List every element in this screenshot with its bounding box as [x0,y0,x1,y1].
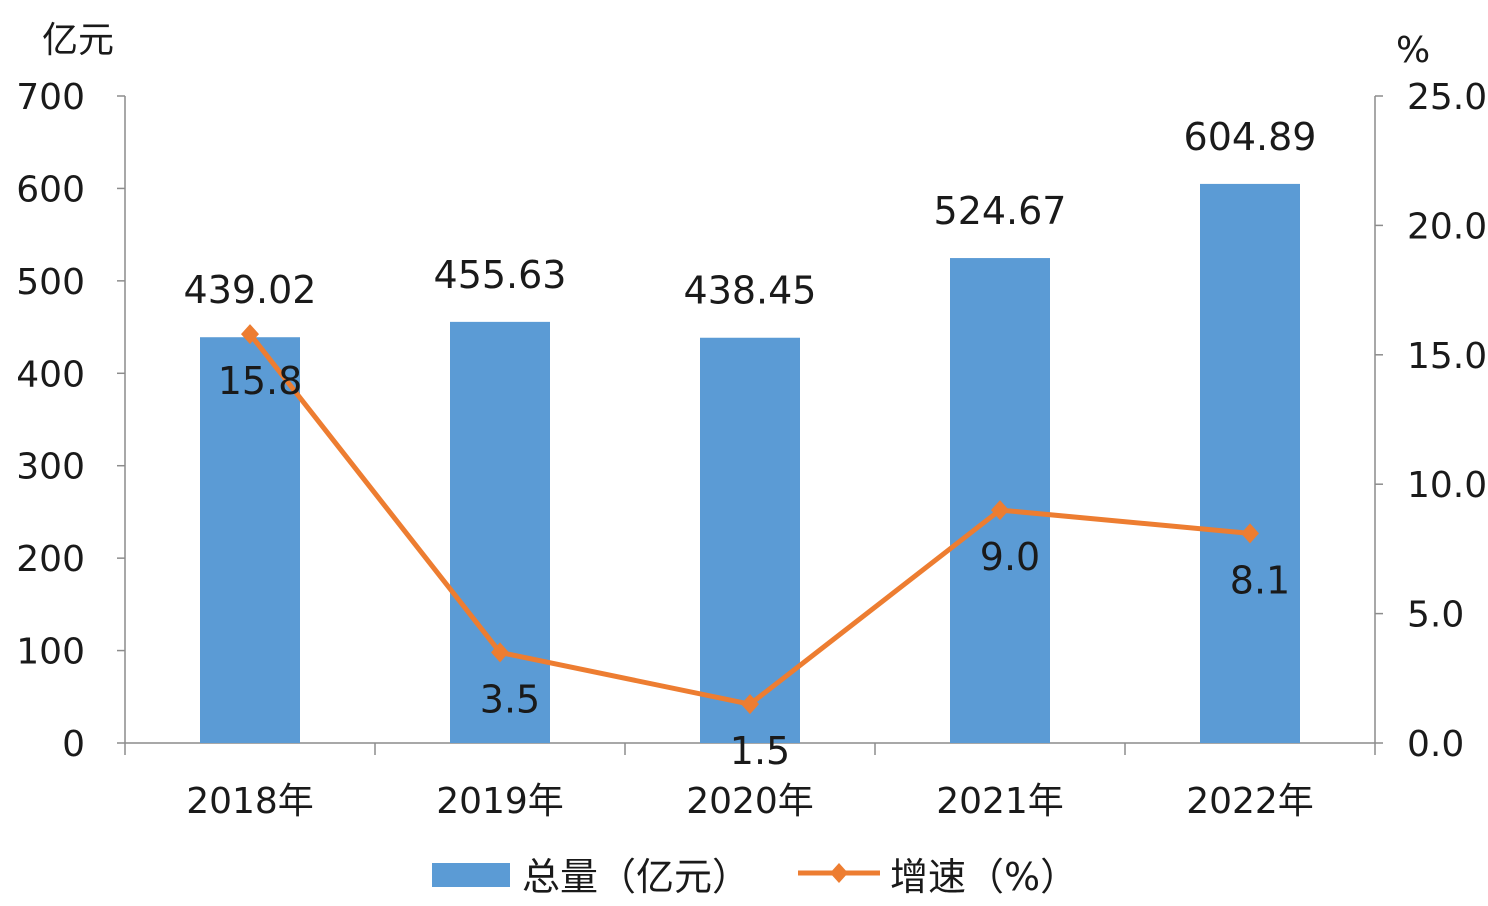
bar [450,321,550,743]
legend-label-bar: 总量（亿元） [522,855,750,899]
x-tick-label: 2021年 [936,781,1064,822]
right-tick-label: 0.0 [1407,724,1464,765]
line-value-label: 1.5 [730,729,790,773]
bar [200,337,300,743]
bar-value-label: 438.45 [684,269,817,313]
bar [700,337,800,743]
right-tick-label: 25.0 [1407,77,1487,118]
left-tick-label: 500 [16,262,85,303]
legend-marker-line [830,863,848,883]
bar [1200,183,1300,743]
left-tick-label: 200 [16,539,85,580]
x-tick-label: 2022年 [1186,781,1314,822]
line-series [241,324,1259,715]
bar-value-label: 439.02 [184,268,317,312]
axes: 0 100 200 300 400 500 600 700 0.0 5.0 10.0 15.0 20.0… [16,77,1487,822]
left-tick-label: 300 [16,447,85,488]
right-tick-label: 20.0 [1407,206,1487,247]
line-value-label: 8.1 [1230,558,1290,602]
line-marker [991,500,1009,521]
right-tick-label: 10.0 [1407,465,1487,506]
line-value-label: 15.8 [218,359,303,403]
right-tick-label: 15.0 [1407,336,1487,377]
data-labels: 439.02 455.63 438.45 524.67 604.89 15.8 3.5 1.5… [184,115,1317,773]
bar-value-label: 455.63 [434,253,567,297]
left-tick-label: 100 [16,632,85,673]
line-marker [241,324,259,345]
bar-value-label: 524.67 [934,189,1067,233]
x-tick-label: 2020年 [686,781,814,822]
line-value-label: 3.5 [480,677,540,721]
left-axis-unit: 亿元 [42,20,114,61]
line-marker [491,642,509,663]
line-marker [741,694,759,715]
left-tick-label: 600 [16,169,85,210]
x-tick-label: 2019年 [436,781,564,822]
x-tick-label: 2018年 [186,781,314,822]
line-value-label: 9.0 [980,535,1040,579]
legend-swatch-bar [432,863,510,887]
bar-value-label: 604.89 [1184,115,1317,159]
line-marker [1241,523,1259,544]
legend-label-line: 增速（%） [890,855,1078,899]
right-axis-unit: % [1396,30,1430,71]
left-tick-label: 700 [16,77,85,118]
left-tick-label: 400 [16,354,85,395]
right-tick-label: 5.0 [1407,595,1464,636]
left-tick-label: 0 [62,724,85,765]
legend: 总量（亿元） 增速（%） [432,855,1078,899]
